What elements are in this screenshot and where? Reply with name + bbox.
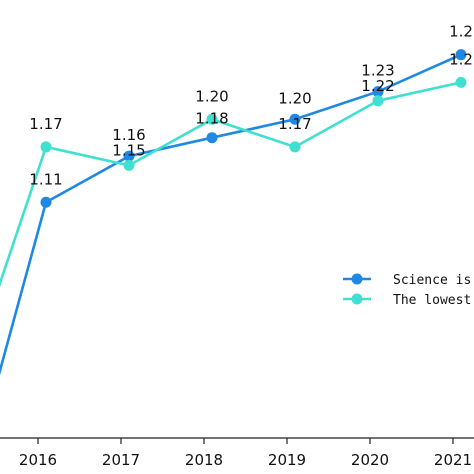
data-labels: 1.11 1.16 1.18 1.20 1.23 1.2 1.17 1.15 1.20 1.17 1… [29, 23, 473, 189]
data-point-s0-3 [289, 113, 301, 125]
data-point-s0-4 [372, 86, 384, 98]
x-tick-label-5: 2021 [434, 451, 472, 469]
data-label-s0-2: 1.18 [195, 110, 228, 128]
x-axis-ticks: 2016 2017 2018 2019 2020 2021 [19, 438, 472, 469]
series-line-1 [0, 81, 462, 288]
x-tick-label-2: 2018 [185, 451, 223, 469]
series-lines [0, 53, 462, 376]
data-label-s0-3: 1.20 [278, 89, 311, 107]
x-tick-label-0: 2016 [19, 451, 57, 469]
legend-label-0: Science is [393, 273, 471, 288]
data-label-s1-1: 1.15 [112, 141, 145, 159]
data-point-s0-5 [455, 49, 467, 61]
data-point-s1-3 [289, 141, 301, 153]
legend-marker-0 [351, 273, 363, 285]
data-label-s0-4: 1.23 [361, 62, 394, 80]
data-label-s1-0: 1.17 [29, 115, 62, 133]
data-label-s0-0: 1.11 [29, 170, 62, 188]
data-point-s1-2 [206, 113, 218, 125]
legend-marker-1 [351, 293, 363, 305]
data-label-s1-4: 1.22 [361, 77, 394, 95]
data-point-s0-1 [123, 150, 135, 162]
data-point-s1-0 [40, 141, 52, 153]
x-tick-label-3: 2019 [268, 451, 306, 469]
data-label-s1-5: 1.2 [449, 50, 473, 68]
data-label-s1-2: 1.20 [195, 87, 228, 105]
legend-label-1: The lowest [393, 293, 471, 308]
data-point-s1-1 [123, 159, 135, 171]
series-line-0 [0, 53, 462, 376]
data-label-s0-5: 1.2 [449, 23, 473, 41]
data-point-s1-5 [455, 76, 467, 88]
x-tick-label-4: 2020 [351, 451, 389, 469]
data-point-s0-2 [206, 132, 218, 144]
series-points [40, 49, 467, 208]
x-tick-label-1: 2017 [102, 451, 140, 469]
data-point-s0-0 [40, 196, 52, 208]
data-point-s1-4 [372, 95, 384, 107]
legend: Science is The lowest [343, 273, 471, 308]
data-label-s1-3: 1.17 [278, 115, 311, 133]
data-label-s0-1: 1.16 [112, 126, 145, 144]
